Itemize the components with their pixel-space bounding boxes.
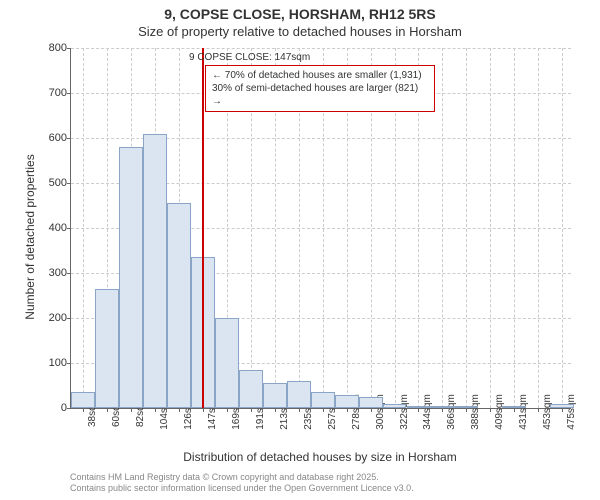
x-tick-mark	[418, 408, 419, 412]
x-tick-mark	[179, 408, 180, 412]
histogram-bar	[239, 370, 263, 408]
x-tick-mark	[107, 408, 108, 412]
y-tick-label: 500	[27, 177, 67, 189]
x-tick-label: 366sqm	[446, 394, 457, 430]
x-tick-label: 409sqm	[494, 394, 505, 430]
grid-line-v	[514, 48, 515, 408]
x-tick-label: 322sqm	[399, 394, 410, 430]
histogram-bar	[143, 134, 167, 409]
y-axis-label: Number of detached properties	[23, 67, 37, 407]
x-tick-mark	[347, 408, 348, 412]
reference-line	[202, 48, 204, 408]
x-tick-mark	[538, 408, 539, 412]
annotation-line2: 30% of semi-detached houses are larger (…	[212, 82, 428, 108]
y-tick-label: 400	[27, 222, 67, 234]
grid-line-v	[490, 48, 491, 408]
annotation-box: ← 70% of detached houses are smaller (1,…	[205, 65, 435, 112]
grid-line-v	[466, 48, 467, 408]
attribution-line2: Contains public sector information licen…	[70, 483, 414, 494]
x-tick-mark	[299, 408, 300, 412]
x-tick-mark	[323, 408, 324, 412]
y-tick-label: 700	[27, 87, 67, 99]
grid-line-v	[538, 48, 539, 408]
x-tick-mark	[514, 408, 515, 412]
y-tick-label: 300	[27, 267, 67, 279]
y-tick-label: 800	[27, 42, 67, 54]
grid-line-h	[71, 48, 571, 49]
y-tick-label: 200	[27, 312, 67, 324]
histogram-bar	[215, 318, 239, 408]
x-tick-mark	[562, 408, 563, 412]
y-tick-mark	[67, 408, 71, 409]
histogram-bar	[167, 203, 191, 408]
y-tick-label: 0	[27, 402, 67, 414]
x-tick-label: 453sqm	[542, 394, 553, 430]
y-tick-mark	[67, 93, 71, 94]
annotation-title: 9 COPSE CLOSE: 147sqm	[189, 52, 310, 63]
histogram-bar	[430, 406, 454, 408]
x-tick-mark	[131, 408, 132, 412]
x-tick-mark	[490, 408, 491, 412]
x-tick-label: 475sqm	[566, 394, 577, 430]
x-tick-mark	[83, 408, 84, 412]
x-tick-mark	[442, 408, 443, 412]
x-axis-label: Distribution of detached houses by size …	[60, 450, 580, 464]
x-tick-label: 344sqm	[422, 394, 433, 430]
grid-line-v	[562, 48, 563, 408]
histogram-bar	[383, 404, 407, 409]
histogram-bar	[335, 395, 359, 409]
y-tick-label: 600	[27, 132, 67, 144]
plot-area: 010020030040050060070080038sqm60sqm82sqm…	[70, 48, 571, 409]
x-tick-mark	[227, 408, 228, 412]
y-tick-mark	[67, 273, 71, 274]
histogram-bar	[550, 404, 574, 409]
y-tick-mark	[67, 48, 71, 49]
histogram-bar	[95, 289, 119, 408]
y-tick-label: 100	[27, 357, 67, 369]
histogram-bar	[454, 406, 478, 408]
x-tick-mark	[395, 408, 396, 412]
annotation-line1: ← 70% of detached houses are smaller (1,…	[212, 69, 428, 82]
x-tick-mark	[466, 408, 467, 412]
x-tick-label: 431sqm	[518, 394, 529, 430]
y-tick-mark	[67, 363, 71, 364]
histogram-bar	[287, 381, 311, 408]
x-tick-mark	[251, 408, 252, 412]
grid-line-v	[442, 48, 443, 408]
histogram-bar	[263, 383, 287, 408]
x-tick-mark	[203, 408, 204, 412]
chart-title-line1: 9, COPSE CLOSE, HORSHAM, RH12 5RS	[0, 6, 600, 22]
x-tick-mark	[155, 408, 156, 412]
histogram-bar	[502, 406, 526, 408]
y-tick-mark	[67, 228, 71, 229]
histogram-bar	[407, 406, 431, 408]
histogram-bar	[71, 392, 95, 408]
y-tick-mark	[67, 138, 71, 139]
y-tick-mark	[67, 318, 71, 319]
x-tick-mark	[371, 408, 372, 412]
attribution-text: Contains HM Land Registry data © Crown c…	[70, 472, 414, 495]
y-tick-mark	[67, 183, 71, 184]
histogram-bar	[119, 147, 143, 408]
histogram-bar	[359, 397, 383, 408]
chart-container: 9, COPSE CLOSE, HORSHAM, RH12 5RS Size o…	[0, 0, 600, 500]
histogram-bar	[311, 392, 335, 408]
attribution-line1: Contains HM Land Registry data © Crown c…	[70, 472, 414, 483]
x-tick-mark	[275, 408, 276, 412]
chart-title-line2: Size of property relative to detached ho…	[0, 24, 600, 39]
x-tick-label: 388sqm	[470, 394, 481, 430]
grid-line-v	[83, 48, 84, 408]
